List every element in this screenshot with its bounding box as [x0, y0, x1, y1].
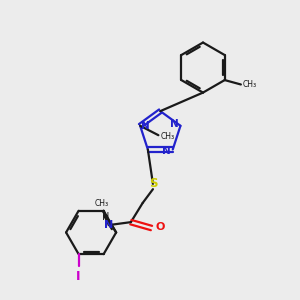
- Text: O: O: [156, 222, 165, 232]
- Text: N: N: [141, 121, 150, 131]
- Text: N: N: [170, 119, 179, 129]
- Text: CH₃: CH₃: [161, 132, 175, 141]
- Text: CH₃: CH₃: [242, 80, 256, 89]
- Text: N: N: [162, 146, 171, 156]
- Text: CH₃: CH₃: [94, 199, 109, 208]
- Text: N: N: [104, 220, 113, 230]
- Text: I: I: [76, 270, 81, 283]
- Text: H: H: [102, 212, 109, 221]
- Text: S: S: [149, 177, 157, 190]
